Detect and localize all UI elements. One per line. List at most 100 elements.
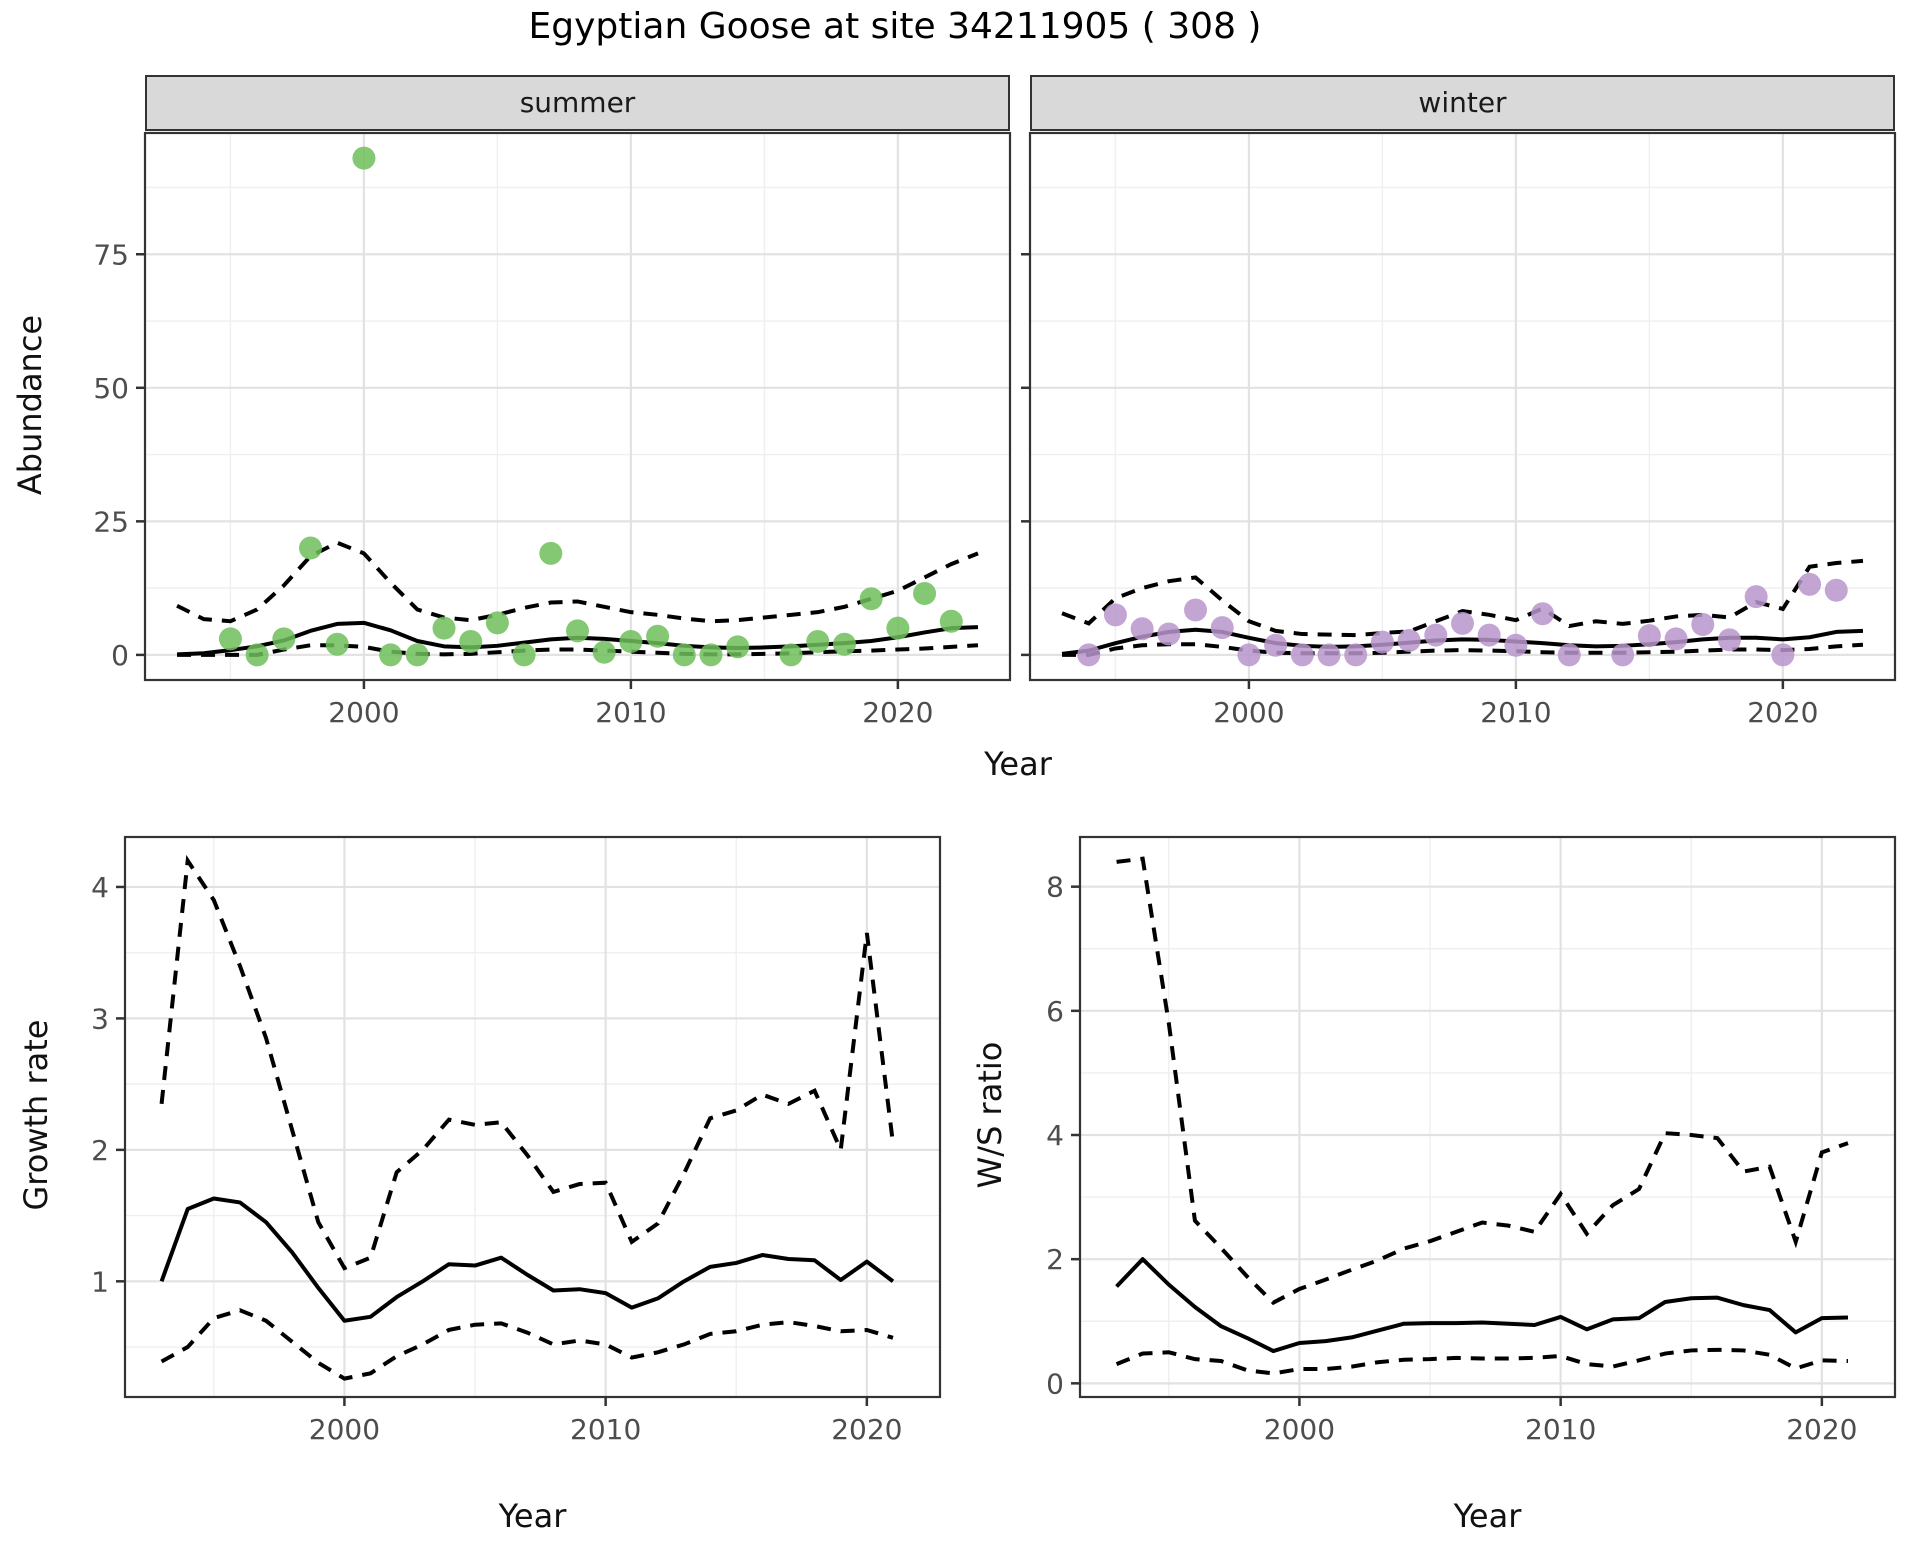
figure-title: Egyptian Goose at site 34211905 ( 308 ) xyxy=(528,6,1262,47)
data-point xyxy=(832,632,856,656)
fit-line xyxy=(1115,1257,1849,1354)
data-point xyxy=(325,632,349,656)
data-point xyxy=(1691,612,1715,636)
x-tick-label: 2020 xyxy=(831,1413,902,1446)
x-tick-label: 2020 xyxy=(862,696,933,729)
x-tick-label: 2000 xyxy=(1213,696,1284,729)
facet-strip-winter: winter xyxy=(1030,75,1895,131)
x-axis-title-top: Year xyxy=(984,745,1052,783)
data-point xyxy=(1157,622,1181,646)
panel-abundance-summer: 2000 2010 2020 0 25 50 75 xyxy=(93,131,1012,729)
x-tick-label: 2000 xyxy=(309,1413,380,1446)
x-axis-title-ws: Year xyxy=(1453,1497,1522,1535)
data-point xyxy=(913,581,937,605)
y-axis-title-abundance: Abundance xyxy=(11,314,49,496)
data-point xyxy=(512,643,536,667)
data-point xyxy=(1210,616,1234,640)
data-point xyxy=(1744,585,1768,609)
data-point xyxy=(1824,578,1848,602)
y-tick-label: 25 xyxy=(93,505,129,538)
y-tick-label: 75 xyxy=(93,238,129,271)
data-point xyxy=(1184,598,1208,622)
panel-ws-ratio: 2000 2010 2020 0 2 4 6 8 xyxy=(1046,835,1897,1446)
y-tick-label: 2 xyxy=(91,1134,109,1167)
panel-growth-rate: 2000 2010 2020 1 2 3 4 xyxy=(91,835,942,1446)
x-tick-label: 2010 xyxy=(1525,1413,1596,1446)
upper-ci-line xyxy=(176,540,979,624)
upper-ci-line xyxy=(1116,856,1849,1306)
data-point xyxy=(405,643,429,667)
y-tick-label: 6 xyxy=(1046,995,1064,1028)
data-point xyxy=(646,624,670,648)
data-point xyxy=(539,541,563,565)
data-point xyxy=(299,536,323,560)
data-point xyxy=(1237,643,1261,667)
data-point xyxy=(1344,643,1368,667)
x-tick-label: 2020 xyxy=(1786,1413,1857,1446)
y-tick-label: 0 xyxy=(111,639,129,672)
data-point xyxy=(1370,630,1394,654)
data-point xyxy=(1771,643,1795,667)
data-point xyxy=(459,630,483,654)
data-point xyxy=(1504,633,1528,657)
data-point xyxy=(619,630,643,654)
upper-ci-line xyxy=(159,854,895,1271)
data-point xyxy=(1451,611,1474,635)
data-point xyxy=(1077,643,1101,667)
data-point xyxy=(939,609,963,633)
data-point xyxy=(1798,572,1822,596)
panel-background xyxy=(1080,837,1895,1397)
panel-background xyxy=(125,837,940,1397)
data-point xyxy=(1557,643,1581,667)
data-point xyxy=(1290,643,1314,667)
panel-border xyxy=(143,131,1012,682)
lower-ci-line xyxy=(160,1308,894,1381)
data-point xyxy=(245,643,269,667)
data-point xyxy=(1531,602,1555,626)
panel-border xyxy=(1028,131,1897,682)
panel-border xyxy=(1078,835,1897,1399)
data-point xyxy=(1397,628,1421,652)
lower-ci-line xyxy=(1115,1347,1849,1376)
panel-abundance-winter: 2000 2010 2020 xyxy=(1021,131,1897,729)
data-point xyxy=(1130,617,1154,641)
data-point xyxy=(1717,628,1741,652)
data-point xyxy=(806,630,830,654)
x-axis-title-growth: Year xyxy=(498,1497,567,1535)
y-tick-label: 1 xyxy=(91,1265,109,1298)
data-point xyxy=(1103,603,1127,627)
y-tick-label: 8 xyxy=(1046,871,1064,904)
data-point xyxy=(699,643,723,667)
x-tick-label: 2010 xyxy=(595,696,666,729)
x-tick-label: 2000 xyxy=(328,696,399,729)
data-point xyxy=(672,643,696,667)
data-point xyxy=(1477,623,1501,647)
data-point xyxy=(859,587,883,611)
data-point xyxy=(592,640,616,664)
x-tick-label: 2000 xyxy=(1264,1413,1335,1446)
data-point xyxy=(272,627,296,651)
y-tick-label: 2 xyxy=(1046,1243,1064,1276)
y-tick-label: 4 xyxy=(91,871,109,904)
y-tick-label: 4 xyxy=(1046,1119,1064,1152)
fit-line xyxy=(159,1196,895,1323)
y-tick-label: 3 xyxy=(91,1002,109,1035)
data-point xyxy=(432,616,456,640)
y-tick-label: 50 xyxy=(93,372,129,405)
data-point xyxy=(1317,643,1341,667)
data-point xyxy=(352,146,376,170)
x-tick-label: 2020 xyxy=(1747,696,1818,729)
data-point xyxy=(1611,643,1635,667)
data-point xyxy=(779,643,803,667)
data-point xyxy=(886,616,910,640)
data-point xyxy=(485,611,509,635)
data-point xyxy=(1664,627,1688,651)
data-point xyxy=(726,635,750,659)
y-tick-label: 0 xyxy=(1046,1367,1064,1400)
data-point xyxy=(1637,624,1661,648)
upper-ci-line xyxy=(1061,558,1864,638)
x-tick-label: 2010 xyxy=(570,1413,641,1446)
data-point xyxy=(218,627,242,651)
data-point xyxy=(1264,633,1288,657)
